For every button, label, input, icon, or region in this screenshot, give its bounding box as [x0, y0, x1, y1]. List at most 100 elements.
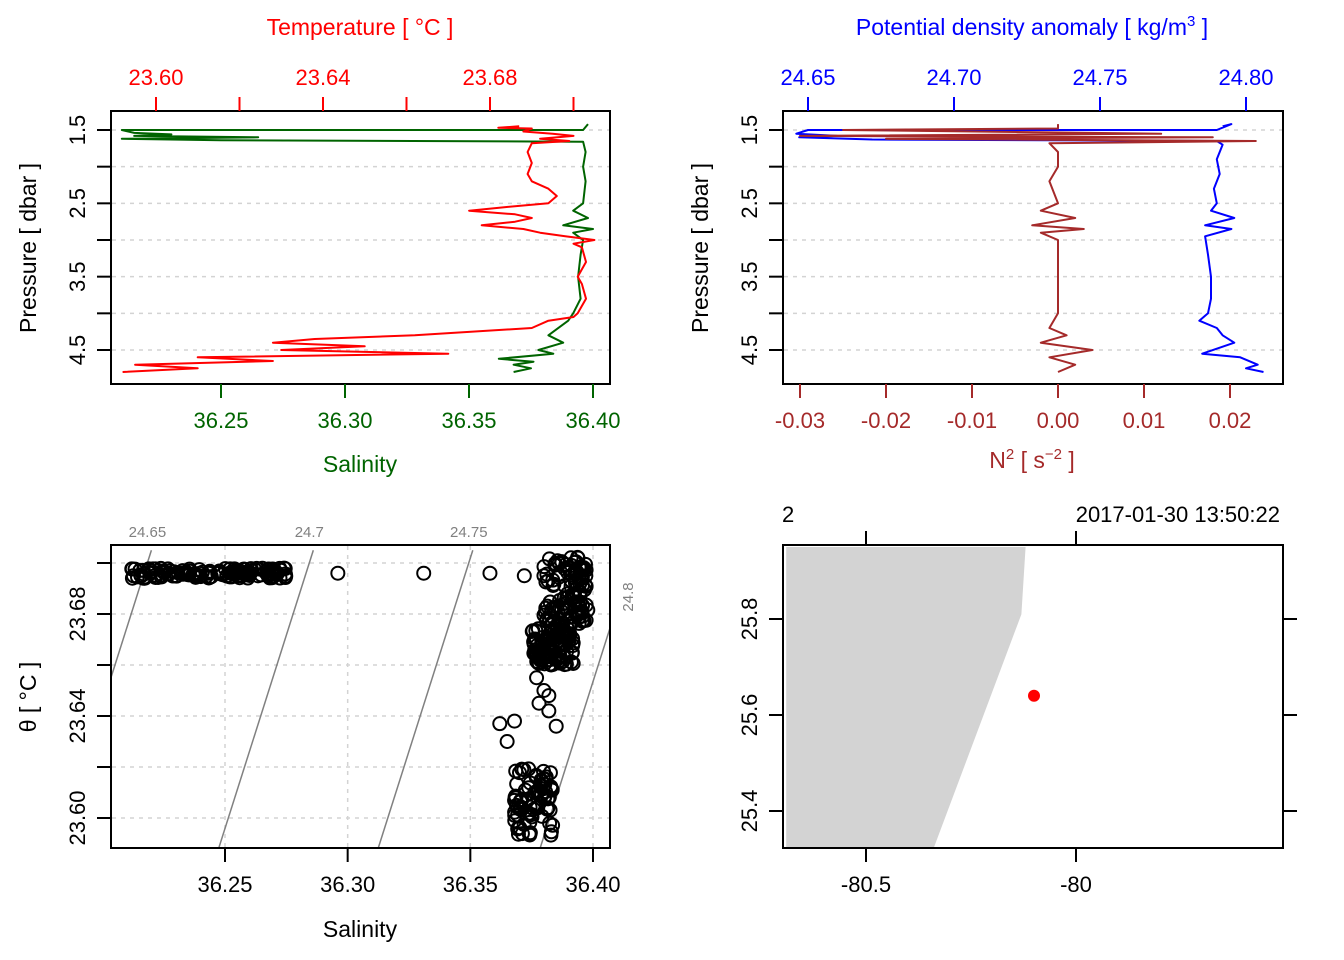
plot-frame: [782, 110, 1284, 385]
data-point: [511, 765, 527, 781]
longitude-axis-tick-label: -80.5: [841, 872, 891, 897]
isopycnal-label: 24.7: [295, 524, 324, 541]
data-point: [211, 563, 227, 579]
data-point: [531, 695, 547, 711]
data-point: [538, 600, 554, 616]
pressure-axis-title: Pressure [ dbar ]: [687, 163, 713, 333]
data-point: [506, 713, 522, 729]
pressure-axis-tick-label: 4.5: [737, 335, 762, 366]
latitude-axis-tick-label: 25.6: [737, 694, 762, 737]
plot-area: [124, 549, 596, 843]
data-point: [552, 622, 568, 638]
data-point: [545, 817, 561, 833]
data-point: [210, 565, 226, 581]
axes: 1.5 2.5 3.5 4.5 24.65 24.70 24.75 24.80 -0.03 -0.…: [737, 65, 1274, 433]
data-point: [531, 646, 547, 662]
latitude-axis-tick-label: 25.8: [737, 598, 762, 641]
longitude-axis-tick-label: -80: [1060, 872, 1092, 897]
isopycnal-label: 24.75: [450, 524, 488, 541]
data-point: [133, 568, 149, 584]
grid: [112, 129, 609, 351]
data-point: [524, 809, 540, 825]
data-point: [240, 570, 256, 586]
station-marker: [1028, 689, 1040, 702]
salinity-axis-tick-label: 36.30: [317, 408, 372, 433]
isopycnal-label: 24.8: [620, 582, 637, 611]
temperature-axis-title: Temperature [ °C ]: [267, 14, 454, 40]
data-point: [547, 556, 563, 572]
land-polygon: [786, 547, 1026, 848]
data-point: [160, 561, 176, 577]
grid: [784, 129, 1282, 351]
station-number: 2: [782, 502, 794, 527]
salinity-axis-title: Salinity: [323, 451, 398, 477]
data-point: [533, 777, 549, 793]
pressure-axis-title: Pressure [ dbar ]: [15, 163, 41, 333]
data-point: [416, 565, 432, 581]
data-point: [272, 560, 288, 576]
data-point: [516, 568, 532, 584]
data-point: [560, 564, 576, 580]
plot-frame: [110, 544, 611, 849]
data-point: [228, 562, 244, 578]
theta-axis-tick-label: 23.60: [65, 790, 90, 845]
salinity-line: [120, 123, 594, 373]
data-point: [508, 788, 524, 804]
salinity-axis-tick-label: 36.40: [565, 872, 620, 897]
data-point: [529, 648, 545, 664]
data-point: [522, 775, 538, 791]
data-point: [541, 703, 557, 719]
isopycnal-line: [111, 550, 153, 680]
salinity-axis-title: Salinity: [323, 916, 398, 942]
data-point: [191, 565, 207, 581]
data-point: [536, 683, 552, 698]
isopycnal-line: [539, 625, 610, 848]
panel-ts-diagram: 24.65 24.7 24.75 24.8 23.60 23.64 23.68 36.25 3…: [15, 524, 637, 942]
theta-axis-title: θ [ °C ]: [15, 662, 41, 733]
data-point: [563, 578, 579, 594]
data-point: [529, 670, 545, 686]
n2-axis-title: N2 [ s−2 ]: [989, 446, 1075, 473]
temperature-line: [122, 125, 596, 373]
n2-axis-tick-label: 0.02: [1209, 408, 1252, 433]
panel-density-n2-profile: 1.5 2.5 3.5 4.5 24.65 24.70 24.75 24.80 -0.03 -0.…: [687, 13, 1284, 473]
data-point: [558, 656, 574, 672]
axes: -80.5 -80 25.4 25.6 25.8: [737, 531, 1297, 897]
data-point: [574, 605, 590, 621]
theta-axis-tick-label: 23.68: [65, 586, 90, 641]
station-timestamp: 2017-01-30 13:50:22: [1076, 502, 1280, 527]
data-point: [574, 560, 590, 576]
n2-axis-tick-label: -0.01: [947, 408, 997, 433]
data-point: [201, 565, 217, 581]
n2-axis-tick-label: -0.03: [775, 408, 825, 433]
temperature-axis-tick-label: 23.64: [295, 65, 350, 90]
salinity-axis-tick-label: 36.40: [565, 408, 620, 433]
density-axis-tick-label: 24.80: [1218, 65, 1273, 90]
plot-frame: [782, 544, 1284, 849]
data-point: [227, 564, 243, 580]
pressure-axis-tick-label: 3.5: [737, 261, 762, 292]
temperature-axis-tick-label: 23.68: [462, 65, 517, 90]
pressure-axis-tick-label: 1.5: [737, 115, 762, 146]
data-point: [499, 734, 515, 749]
data-point: [236, 561, 252, 577]
data-point: [510, 826, 526, 842]
data-point: [558, 599, 574, 615]
data-point: [514, 761, 530, 777]
data-point: [482, 565, 498, 581]
panel-station-map: -80.5 -80 25.4 25.6 25.8 2 2017-01-30 13:50:…: [737, 502, 1297, 897]
isopycnal-labels: 24.65 24.7 24.75 24.8: [129, 524, 637, 612]
data-point: [254, 560, 270, 576]
data-point: [543, 657, 559, 673]
salinity-axis-tick-label: 36.35: [443, 872, 498, 897]
theta-axis-tick-label: 23.64: [65, 688, 90, 743]
data-point: [492, 716, 508, 732]
data-point: [188, 569, 204, 585]
n2-line: [799, 124, 1257, 373]
panel-temperature-salinity-profile: 1.5 2.5 3.5 4.5 36.25 36.30 36.35 36.40 23.60 23.…: [15, 14, 621, 477]
pressure-axis-tick-label: 2.5: [737, 188, 762, 219]
density-line: [795, 123, 1264, 373]
density-axis-title: Potential density anomaly [ kg/m3 ]: [856, 13, 1208, 40]
plot-area: [795, 123, 1264, 373]
